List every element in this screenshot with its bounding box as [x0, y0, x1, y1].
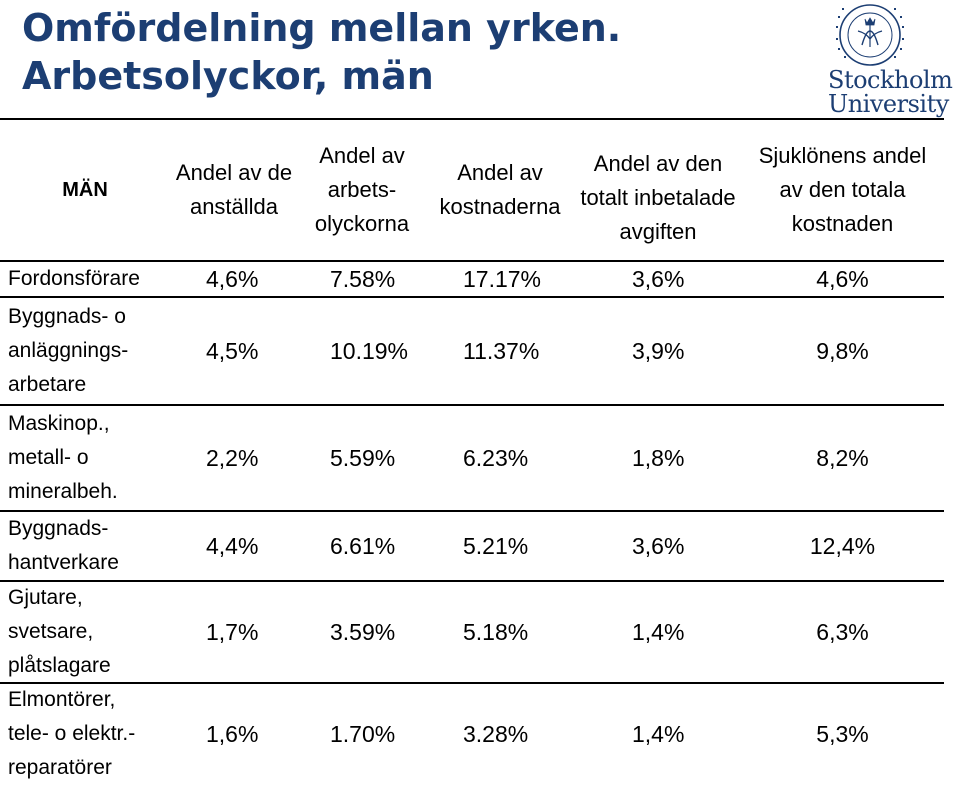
row-label: Byggnads- o anläggnings-arbetare	[8, 305, 129, 396]
table-cell: 3,6%	[632, 265, 685, 292]
column-header: Andel av arbets-olyckorna	[314, 143, 410, 236]
table-cell: 6,3%	[816, 618, 869, 645]
row-label: Gjutare, svetsare, plåtslagare	[8, 586, 111, 677]
table-cell: 12,4%	[809, 532, 876, 559]
column-header: Sjuklönens andel av den totala kostnaden	[758, 143, 927, 236]
table-row: Maskinop., metall- o mineralbeh. 2,2% 5.…	[0, 406, 944, 512]
table-row: Byggnads- o anläggnings-arbetare 4,5% 10…	[0, 298, 944, 406]
university-seal-icon	[836, 4, 904, 66]
table-cell: 5.59%	[330, 444, 396, 471]
occupation-table: MÄN Andel av de anställda Andel av arbet…	[0, 118, 944, 784]
title-line-2: Arbetsolyckor, män	[22, 54, 434, 98]
table-cell: 3,6%	[632, 532, 685, 559]
table-cell: 17.17%	[463, 265, 542, 292]
title-line-1: Omfördelning mellan yrken.	[22, 6, 622, 50]
table-cell: 5,3%	[816, 720, 869, 747]
table-row: Gjutare, svetsare, plåtslagare 1,7% 3.59…	[0, 582, 944, 684]
row-label: Elmontörer, tele- o elektr.-reparatörer	[8, 688, 136, 779]
table-cell: 7.58%	[330, 265, 396, 292]
table-header-row: MÄN Andel av de anställda Andel av arbet…	[0, 120, 944, 262]
table-cell: 5.18%	[463, 618, 529, 645]
table-cell: 5.21%	[463, 532, 529, 559]
logo-wordmark-line-1: Stockholm	[828, 66, 953, 94]
table-cell: 2,2%	[206, 444, 259, 471]
column-header: Andel av kostnaderna	[439, 160, 561, 219]
table-cell: 1,6%	[206, 720, 259, 747]
logo-wordmark: Stockholm University	[828, 68, 958, 116]
table-cell: 3,9%	[632, 337, 685, 364]
table-cell: 3.28%	[463, 720, 529, 747]
table-row: Byggnads-hantverkare 4,4% 6.61% 5.21% 3,…	[0, 512, 944, 582]
table-cell: 1,8%	[632, 444, 685, 471]
table-cell: 6.23%	[463, 444, 529, 471]
table-cell: 4,6%	[816, 265, 869, 292]
logo-wordmark-line-2: University	[828, 90, 949, 118]
table-cell: 4,6%	[206, 265, 259, 292]
column-header: Andel av de anställda	[175, 160, 293, 219]
row-label: Fordonsförare	[8, 267, 140, 290]
table-cell: 1,4%	[632, 618, 685, 645]
table-cell: 4,5%	[206, 337, 259, 364]
table-cell: 6.61%	[330, 532, 396, 559]
table-cell: 1.70%	[330, 720, 396, 747]
table-cell: 1,4%	[632, 720, 685, 747]
table-cell: 10.19%	[330, 337, 409, 364]
table-row: Elmontörer, tele- o elektr.-reparatörer …	[0, 684, 944, 784]
table-cell: 1,7%	[206, 618, 259, 645]
row-header-label: MÄN	[62, 179, 108, 201]
table-cell: 4,4%	[206, 532, 259, 559]
row-label: Byggnads-hantverkare	[8, 517, 119, 574]
table-cell: 3.59%	[330, 618, 396, 645]
table-cell: 11.37%	[463, 337, 540, 364]
stockholm-university-logo: Stockholm University	[828, 2, 956, 124]
table-cell: 9,8%	[816, 337, 869, 364]
table-cell: 8,2%	[816, 444, 869, 471]
page-title: Omfördelning mellan yrken. Arbetsolyckor…	[22, 4, 621, 100]
column-header: Andel av den totalt inbetalade avgiften	[580, 151, 736, 244]
row-label: Maskinop., metall- o mineralbeh.	[8, 412, 118, 503]
table-row: Fordonsförare 4,6% 7.58% 17.17% 3,6% 4,6…	[0, 262, 944, 298]
